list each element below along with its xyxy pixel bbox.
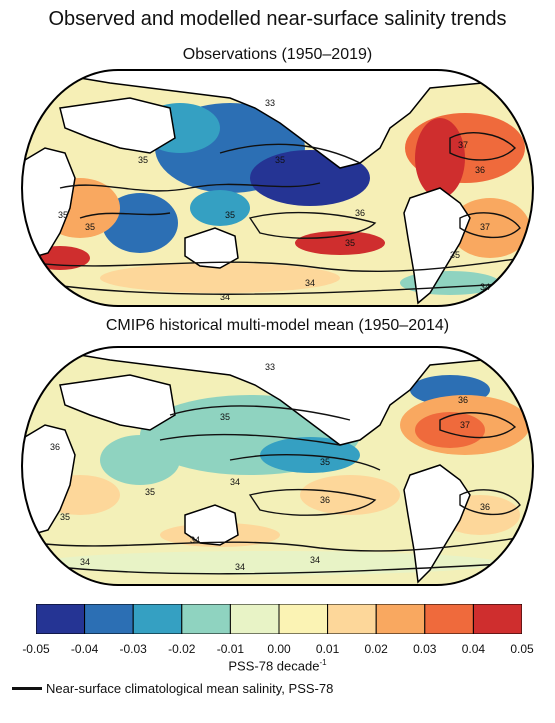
colorbar-tick-label: -0.04 [70,642,99,656]
colorbar-tick-label: 0.03 [413,642,437,656]
contour-label: 33 [265,98,275,108]
colorbar-tick-label: -0.05 [22,642,50,656]
colorbar-swatch [84,604,134,634]
contour-label: 36 [480,502,490,512]
contour-label: 34 [235,562,245,572]
north-america [22,347,533,446]
contour-label: 35 [138,155,148,165]
contour-label: 37 [480,222,490,232]
colorbar-swatch [472,604,522,634]
colorbar-tick-label: 0.00 [267,642,291,656]
australia [184,504,239,546]
colorbar-swatch [375,604,426,634]
legend-line-swatch [12,687,42,690]
australia [184,227,239,269]
contour-label: 35 [275,155,285,165]
contour-label: 37 [460,420,470,430]
contour-label: 37 [458,140,468,150]
contour-label: 35 [220,412,230,422]
contour-label: 34 [305,278,315,288]
freshening-patch [102,193,178,253]
colorbar-tick-label: -0.01 [216,642,245,656]
asia [59,97,176,154]
salinification-patch [415,118,465,198]
contour-label: 35 [145,487,155,497]
colorbar-swatch [181,604,231,634]
colorbar-tick-label: 0.02 [364,642,388,656]
colorbar-swatch [229,604,280,634]
contour-label: 35 [320,457,330,467]
contour-label: 35 [345,238,355,248]
contour-legend: Near-surface climatological mean salinit… [12,681,333,696]
contour-label: 34 [310,555,320,565]
salinification-patch [415,412,485,448]
colorbar-tick-label: 0.04 [461,642,486,656]
colorbar-tick-label: -0.03 [119,642,147,656]
observations-map: 33 35 35 35 35 35 36 35 37 36 37 35 34 3… [20,68,535,308]
contour-label: 34 [80,557,90,567]
colorbar-swatch [327,604,377,634]
cmip6-subtitle: CMIP6 historical multi-model mean (1950–… [105,317,450,334]
contour-label: 34 [480,282,490,292]
salinification-patch [300,475,400,515]
contour-label: 33 [265,362,275,372]
contour-label: 36 [458,395,468,405]
salinification-patch [295,231,385,255]
contour-label: 35 [225,210,235,220]
observations-subtitle: Observations (1950–2019) [182,46,373,63]
legend-label: Near-surface climatological mean salinit… [46,681,334,696]
colorbar-swatch [132,604,183,634]
moderate-patch [40,551,500,575]
contour-label: 36 [320,495,330,505]
contour-label: 36 [355,208,365,218]
south-america [403,464,471,584]
salinification-patch [450,198,530,258]
colorbar-tick-label: 0.01 [315,642,340,656]
freshening-patch [100,435,180,485]
contour-label: 36 [475,165,485,175]
freshening-patch [190,190,250,226]
contour-label: 34 [220,292,230,302]
contour-label: 36 [50,442,60,452]
contour-label: 35 [60,512,70,522]
contour-label: 35 [85,222,95,232]
colorbar-tick-label: -0.02 [168,642,196,656]
contour-label: 34 [230,477,240,487]
asia [59,374,176,431]
colorbar-swatch [278,604,329,634]
colorbar [36,604,522,634]
contour-label: 35 [450,250,460,260]
moderate-patch [100,263,340,293]
colorbar-swatch [424,604,474,634]
contour-label: 35 [58,210,68,220]
contour-label: 34 [190,535,200,545]
colorbar-tick-label: 0.05 [510,642,534,656]
south-america [403,187,471,305]
north-america [22,70,533,169]
figure-title: Observed and modelled near-surface salin… [48,8,507,30]
cmip6-map: 33 35 35 36 34 35 36 34 36 37 36 35 34 3… [20,345,535,587]
colorbar-units: PSS-78 decade-1 [228,658,327,674]
colorbar-swatch [36,604,86,634]
